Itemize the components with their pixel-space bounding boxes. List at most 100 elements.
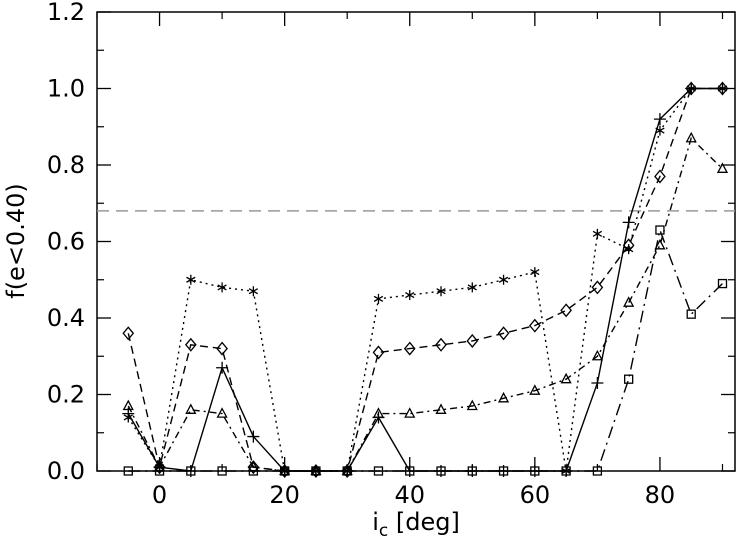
data-point-plus [622,216,635,229]
y-tick-label: 0.4 [47,304,85,332]
data-point-asterisk [592,228,603,239]
data-point-square [717,278,728,289]
data-point-asterisk [373,293,384,304]
y-tick-label: 0.6 [47,228,85,256]
series-square [123,225,728,476]
x-tick-label: 60 [520,481,551,509]
data-point-square [279,466,290,476]
series-line-asterisk [127,87,723,472]
data-point-triangle [560,372,572,384]
data-point-square [248,466,259,476]
data-point-square [655,225,665,235]
data-point-diamond [591,280,604,295]
data-point-square [686,309,696,319]
series-triangle [122,131,729,476]
data-point-asterisk [186,274,196,285]
data-point-diamond [497,326,510,341]
data-point-triangle [216,407,228,418]
data-point-asterisk [436,286,446,297]
data-point-asterisk [279,466,290,476]
x-tick-label: 0 [152,481,167,509]
plot-frame [96,11,736,472]
x-tick-label: 40 [394,481,425,509]
data-point-asterisk [217,282,227,293]
series-asterisk [123,83,728,476]
data-point-diamond [216,341,228,356]
ticks-layer: 0 20 40 60 80 0.0 0.2 0.4 0.6 0.8 1.0 1.2 [47,0,735,509]
data-point-triangle [654,238,666,250]
data-point-diamond [466,333,479,348]
data-point-square [154,466,165,476]
data-point-asterisk [123,412,133,423]
data-point-diamond [122,326,135,341]
data-point-diamond [435,337,447,352]
series-line-diamond [127,87,723,472]
data-point-triangle [497,391,510,403]
data-point-diamond [372,345,385,360]
data-point-square [186,466,196,476]
x-axis-label-unit: [deg] [388,508,460,536]
y-axis-label: f(e<0.40) [2,183,30,299]
data-point-triangle [372,407,385,418]
data-point-plus [216,361,229,374]
y-tick-label: 1.2 [47,0,85,26]
series-plus [122,82,729,477]
data-point-square [530,466,540,476]
data-point-triangle [591,349,603,361]
data-point-triangle [466,399,478,411]
y-tick-label: 0.0 [47,457,85,485]
data-point-square [373,466,384,476]
data-point-square [311,466,321,476]
y-tick-label: 0.2 [47,381,85,409]
data-point-asterisk [248,286,259,297]
data-point-triangle [623,296,635,307]
x-tick-label: 80 [645,481,676,509]
data-point-square [561,466,571,476]
data-point-square [624,374,634,384]
data-point-diamond [560,303,572,318]
data-point-diamond [403,341,416,356]
data-point-asterisk [686,83,696,94]
data-point-square [592,466,603,476]
data-point-diamond [184,337,197,352]
data-point-square [467,466,477,476]
data-point-plus [653,113,666,126]
data-point-asterisk [624,244,634,255]
x-tick-label: 20 [269,481,300,509]
data-point-triangle [435,403,447,414]
y-tick-label: 0.8 [47,151,85,179]
data-point-plus [591,377,604,390]
data-point-triangle [122,399,134,411]
x-axis-label-subscript: c [379,521,388,536]
data-point-square [217,466,227,476]
data-point-asterisk [498,274,509,285]
series-line-plus [127,87,723,472]
data-point-triangle [404,407,416,418]
data-point-square [123,466,133,476]
data-point-asterisk [405,290,415,301]
data-point-square [405,466,415,476]
y-tick-label: 1.0 [47,75,85,103]
x-axis-label: ic [deg] [372,508,460,536]
data-point-triangle [685,131,697,143]
data-point-asterisk [311,466,321,476]
data-point-plus [247,430,260,443]
data-point-diamond [528,318,541,333]
data-point-asterisk [717,83,728,94]
data-point-square [342,466,352,476]
data-point-asterisk [655,125,665,136]
data-point-diamond [247,460,260,475]
data-point-triangle [529,384,541,395]
series-line-triangle [127,136,723,472]
series-diamond [122,81,729,479]
data-point-diamond [654,169,666,184]
series-layer [122,81,729,479]
data-point-triangle [716,162,729,173]
x-axis-label-main: i [372,508,379,536]
data-point-square [498,466,509,476]
data-point-asterisk [467,282,477,293]
data-point-triangle [185,403,197,414]
data-point-square [436,466,446,476]
